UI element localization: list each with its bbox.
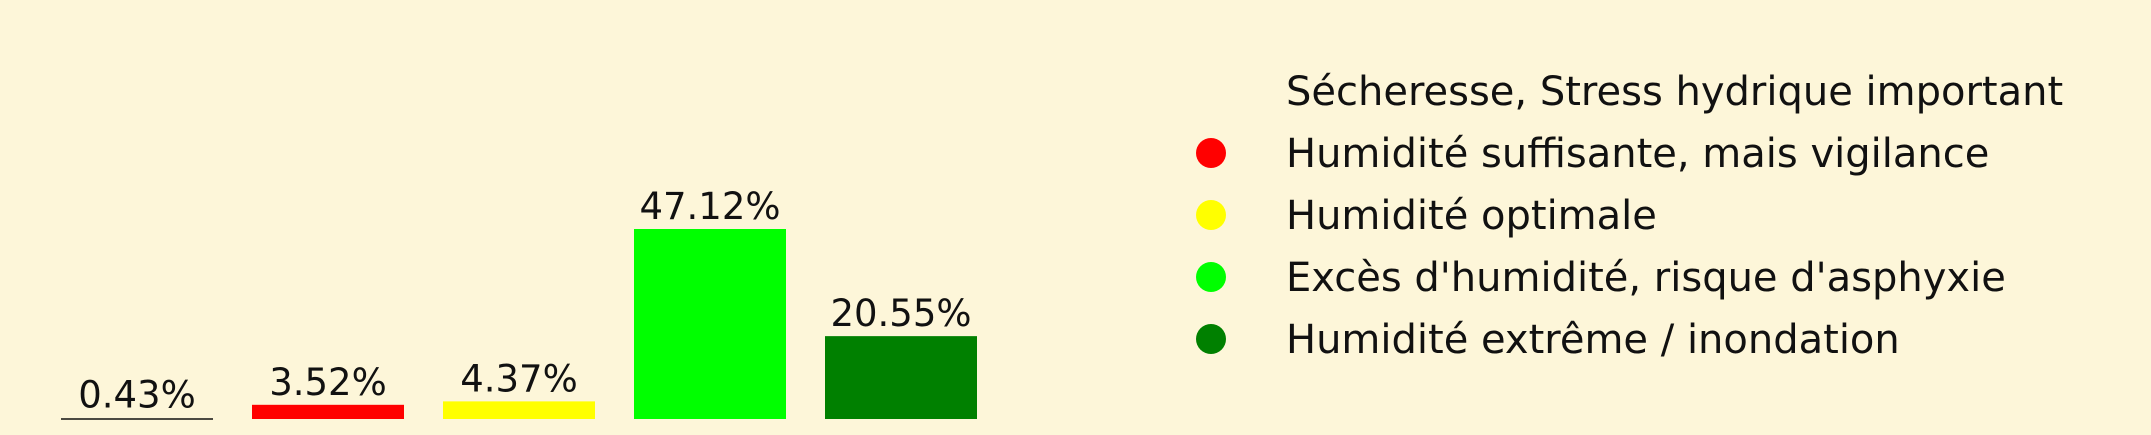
legend-label-4: Excès d'humidité, risque d'asphyxie (1286, 255, 2006, 301)
legend-swatch-1 (1196, 76, 1226, 106)
bar-value-label-2: 3.52% (269, 361, 387, 404)
bar-value-label-1: 0.43% (78, 373, 196, 416)
bar-3 (443, 401, 595, 419)
bar-value-label-3: 4.37% (460, 357, 578, 400)
legend-swatch-4 (1196, 262, 1226, 292)
legend: Sécheresse, Stress hydrique important Hum… (1196, 69, 2063, 363)
legend-swatch-2 (1196, 138, 1226, 168)
bar-value-label-5: 20.55% (830, 292, 971, 335)
legend-label-1: Sécheresse, Stress hydrique important (1286, 69, 2063, 115)
legend-label-3: Humidité optimale (1286, 193, 1657, 239)
legend-swatch-3 (1196, 200, 1226, 230)
bar-5 (825, 336, 977, 419)
bar-1 (61, 417, 213, 419)
bars-group: 0.43% 3.52% 4.37% 47.12% 20.55% (61, 185, 977, 420)
bar-4 (634, 229, 786, 419)
legend-label-2: Humidité suffisante, mais vigilance (1286, 131, 1989, 177)
bar-value-label-4: 47.12% (639, 185, 780, 228)
legend-label-5: Humidité extrême / inondation (1286, 317, 1900, 363)
bar-2 (252, 404, 404, 419)
legend-swatch-5 (1196, 324, 1226, 354)
